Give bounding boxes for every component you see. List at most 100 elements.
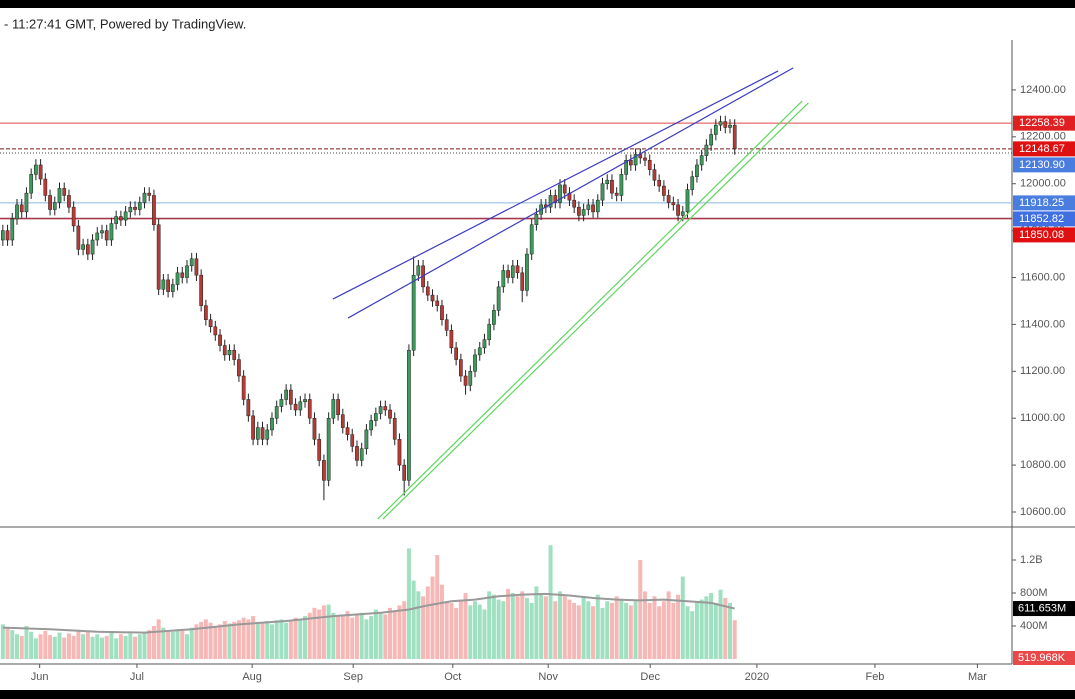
candle-body — [562, 184, 567, 194]
candle-body — [38, 164, 43, 180]
volume-bar — [463, 593, 468, 659]
candle-body — [586, 204, 591, 210]
candle-body — [473, 354, 477, 372]
x-tick-label: Dec — [640, 671, 660, 683]
candle-body — [48, 195, 52, 210]
volume-bar — [293, 617, 298, 659]
volume-bar — [638, 560, 643, 659]
volume-bar — [340, 614, 345, 659]
candle-body — [62, 188, 67, 196]
volume-bar — [454, 607, 459, 659]
volume-bar — [218, 624, 223, 659]
volume-bar — [52, 636, 57, 659]
candle-body — [520, 272, 525, 291]
volume-bar — [142, 631, 147, 659]
volume-bar — [298, 619, 303, 659]
volume-bar — [331, 612, 336, 659]
volume-bar — [643, 591, 648, 659]
price-label: 12148.67 — [1019, 143, 1065, 155]
volume-bar — [62, 637, 67, 659]
volume-bar — [586, 601, 591, 659]
volume-bar — [487, 591, 492, 659]
candle-body — [350, 434, 355, 447]
volume-bar — [727, 602, 732, 659]
x-tick-label: Jul — [130, 671, 144, 683]
volume-bar — [600, 607, 605, 659]
volume-bar — [652, 596, 657, 659]
volume-bar — [690, 611, 695, 659]
candle-body — [293, 403, 298, 411]
volume-bar — [591, 606, 596, 659]
volume-bar — [288, 621, 293, 659]
volume-bar — [76, 630, 81, 659]
candle-body — [270, 417, 274, 431]
volume-bar — [345, 611, 350, 659]
volume-bar — [184, 634, 189, 659]
candle-body — [572, 199, 577, 208]
volume-bar — [553, 601, 558, 659]
candle-body — [345, 427, 350, 435]
volume-bar — [354, 615, 359, 659]
volume-bar — [369, 616, 374, 659]
candle-body — [237, 359, 241, 377]
volume-bar — [213, 626, 218, 659]
volume-bar — [321, 605, 326, 659]
candle-body — [558, 184, 562, 203]
candle-body — [713, 124, 718, 135]
volume-bar — [449, 602, 454, 659]
volume-bar — [699, 599, 704, 659]
candle-body — [676, 204, 680, 216]
candle-body — [553, 195, 558, 203]
candle-body — [175, 272, 180, 285]
candle-body — [695, 164, 699, 177]
candle-body — [199, 274, 204, 306]
volume-label: 519.968K — [1018, 652, 1066, 664]
volume-bar — [326, 604, 331, 659]
volume-bar — [199, 621, 204, 659]
volume-ma — [2, 592, 735, 634]
candle-body — [161, 279, 166, 290]
candle-body — [251, 415, 255, 440]
candle-body — [430, 294, 435, 302]
candle-body — [407, 349, 411, 481]
candle-body — [152, 195, 156, 226]
candle-body — [723, 121, 728, 128]
price-label-box — [1013, 157, 1075, 173]
volume-bar — [491, 594, 496, 659]
candle-body — [501, 270, 506, 288]
candle-body — [19, 204, 24, 213]
candle-body — [123, 211, 128, 221]
volume-bar — [576, 605, 581, 659]
y-tick-label: 11400.00 — [1020, 318, 1065, 330]
candle-body — [43, 178, 48, 196]
volume-bar — [161, 627, 166, 659]
candle-body — [147, 192, 152, 196]
candle-body — [662, 185, 666, 196]
volume-bar — [246, 619, 251, 659]
price-label: 11918.25 — [1019, 197, 1064, 209]
volume-bar — [732, 620, 737, 659]
candle-body — [411, 274, 416, 351]
volume-bar — [312, 607, 317, 659]
volume-bar — [123, 635, 128, 659]
candle-body — [595, 199, 600, 213]
volume-bar — [595, 594, 600, 659]
volume-bar — [99, 637, 104, 659]
volume-bar — [104, 635, 109, 659]
candle-body — [76, 225, 81, 250]
volume-bar — [48, 635, 53, 659]
volume-bar — [619, 599, 624, 659]
volume-bar — [203, 619, 208, 659]
volume-bar — [373, 609, 378, 659]
candle-body — [57, 188, 62, 203]
y-tick-label: 11200.00 — [1020, 365, 1065, 377]
candle-body — [180, 272, 185, 278]
ma-label-box — [1013, 601, 1075, 617]
volume-bar — [694, 601, 699, 659]
volume-bar — [284, 622, 289, 659]
volume-bar — [137, 634, 142, 659]
candle-body — [10, 218, 15, 241]
volume-bar — [477, 604, 482, 659]
candle-body — [317, 439, 322, 461]
volume-bar — [33, 638, 38, 659]
